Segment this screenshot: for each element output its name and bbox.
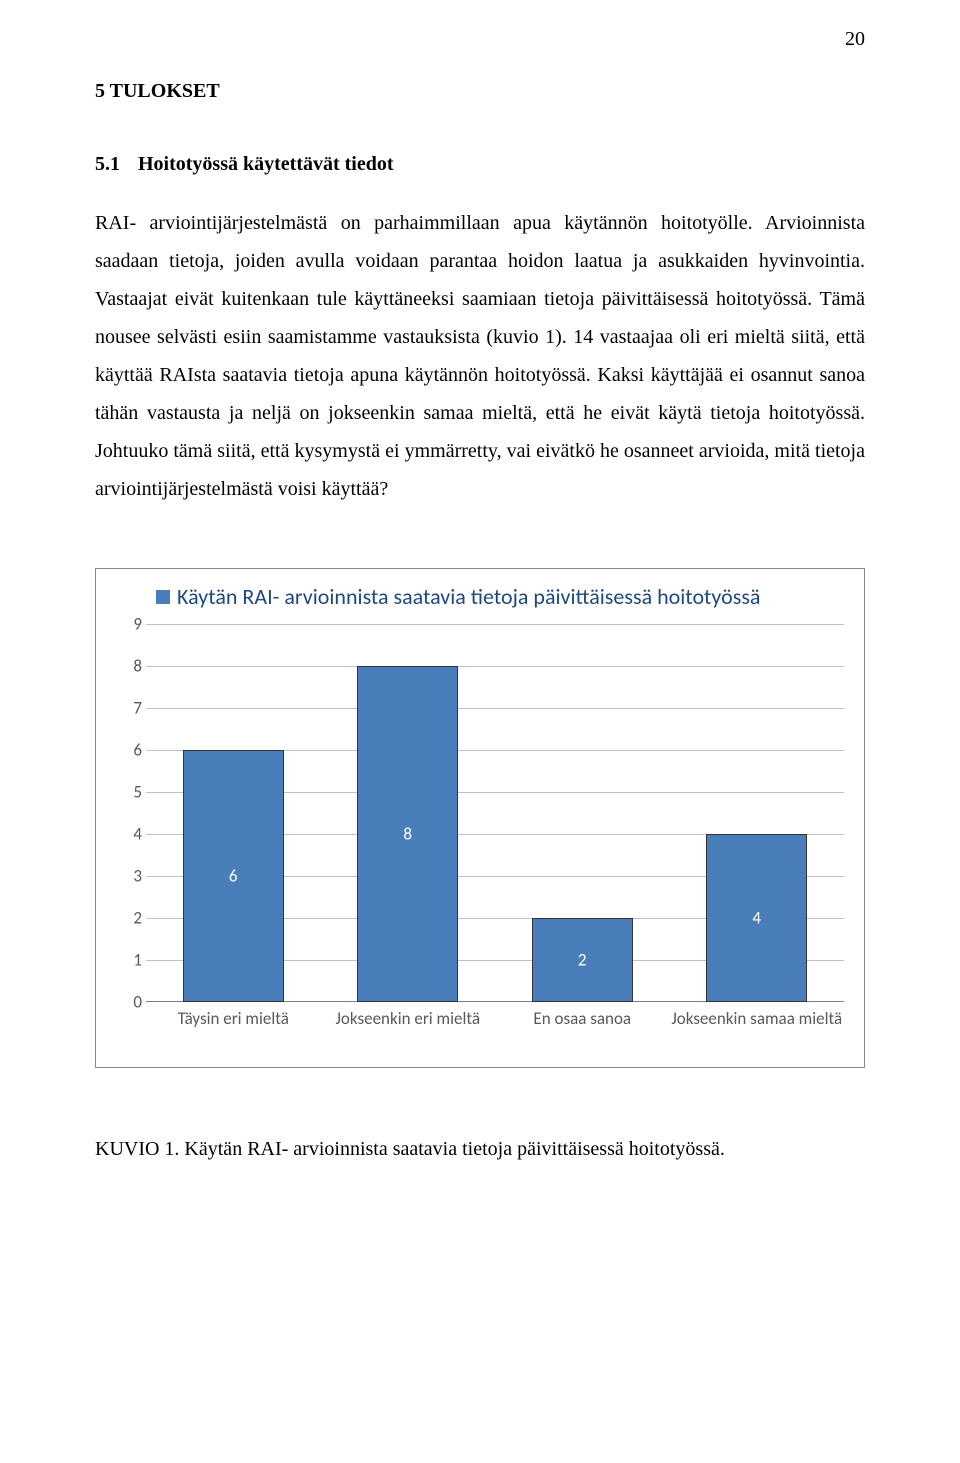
figure-caption: KUVIO 1. Käytän RAI- arvioinnista saatav…: [95, 1138, 865, 1161]
chart-ytick-label: 7: [124, 698, 142, 719]
chart-xtick-label: Jokseenkin samaa mieltä: [670, 1008, 845, 1029]
chart-ytick-label: 6: [124, 740, 142, 761]
legend-swatch: [156, 590, 170, 604]
chart-gridline: [146, 666, 844, 667]
chart-bar-value: 6: [229, 866, 238, 887]
heading-chapter: 5 TULOKSET: [95, 80, 865, 103]
chart-xtick-label: Jokseenkin eri mieltä: [321, 1008, 496, 1029]
heading-section-number: 5.1: [95, 153, 120, 176]
chart-legend: Käytän RAI- arvioinnista saatavia tietoj…: [156, 583, 760, 610]
chart-bar-value: 8: [403, 824, 412, 845]
chart-xtick-label: En osaa sanoa: [495, 1008, 670, 1029]
chart-bar: 2: [532, 918, 633, 1002]
body-paragraph: RAI- arviointijärjestelmästä on parhaimm…: [95, 204, 865, 508]
chart-plot-area: 01234567896Täysin eri mieltä8Jokseenkin …: [146, 624, 844, 1002]
chart-ytick-label: 3: [124, 866, 142, 887]
chart-gridline: [146, 708, 844, 709]
legend-label: Käytän RAI- arvioinnista saatavia tietoj…: [177, 583, 760, 610]
chart-bar: 6: [183, 750, 284, 1002]
heading-section-text: Hoitotyössä käytettävät tiedot: [138, 153, 394, 175]
chart-bar: 8: [357, 666, 458, 1002]
chart-xtick-label: Täysin eri mieltä: [146, 1008, 321, 1029]
chart-ytick-label: 5: [124, 782, 142, 803]
chart-ytick-label: 9: [124, 614, 142, 635]
document-page: 20 5 TULOKSET 5.1Hoitotyössä käytettävät…: [0, 0, 960, 1221]
bar-chart: Käytän RAI- arvioinnista saatavia tietoj…: [95, 568, 865, 1068]
chart-ytick-label: 1: [124, 950, 142, 971]
chart-bar-value: 4: [752, 908, 761, 929]
chart-bar: 4: [706, 834, 807, 1002]
page-number: 20: [845, 28, 865, 51]
chart-ytick-label: 4: [124, 824, 142, 845]
chart-gridline: [146, 624, 844, 625]
chart-ytick-label: 2: [124, 908, 142, 929]
chart-ytick-label: 8: [124, 656, 142, 677]
chart-ytick-label: 0: [124, 992, 142, 1013]
heading-section: 5.1 Hoitotyössä käytettävät tiedot: [95, 153, 865, 176]
chart-bar-value: 2: [578, 950, 587, 971]
